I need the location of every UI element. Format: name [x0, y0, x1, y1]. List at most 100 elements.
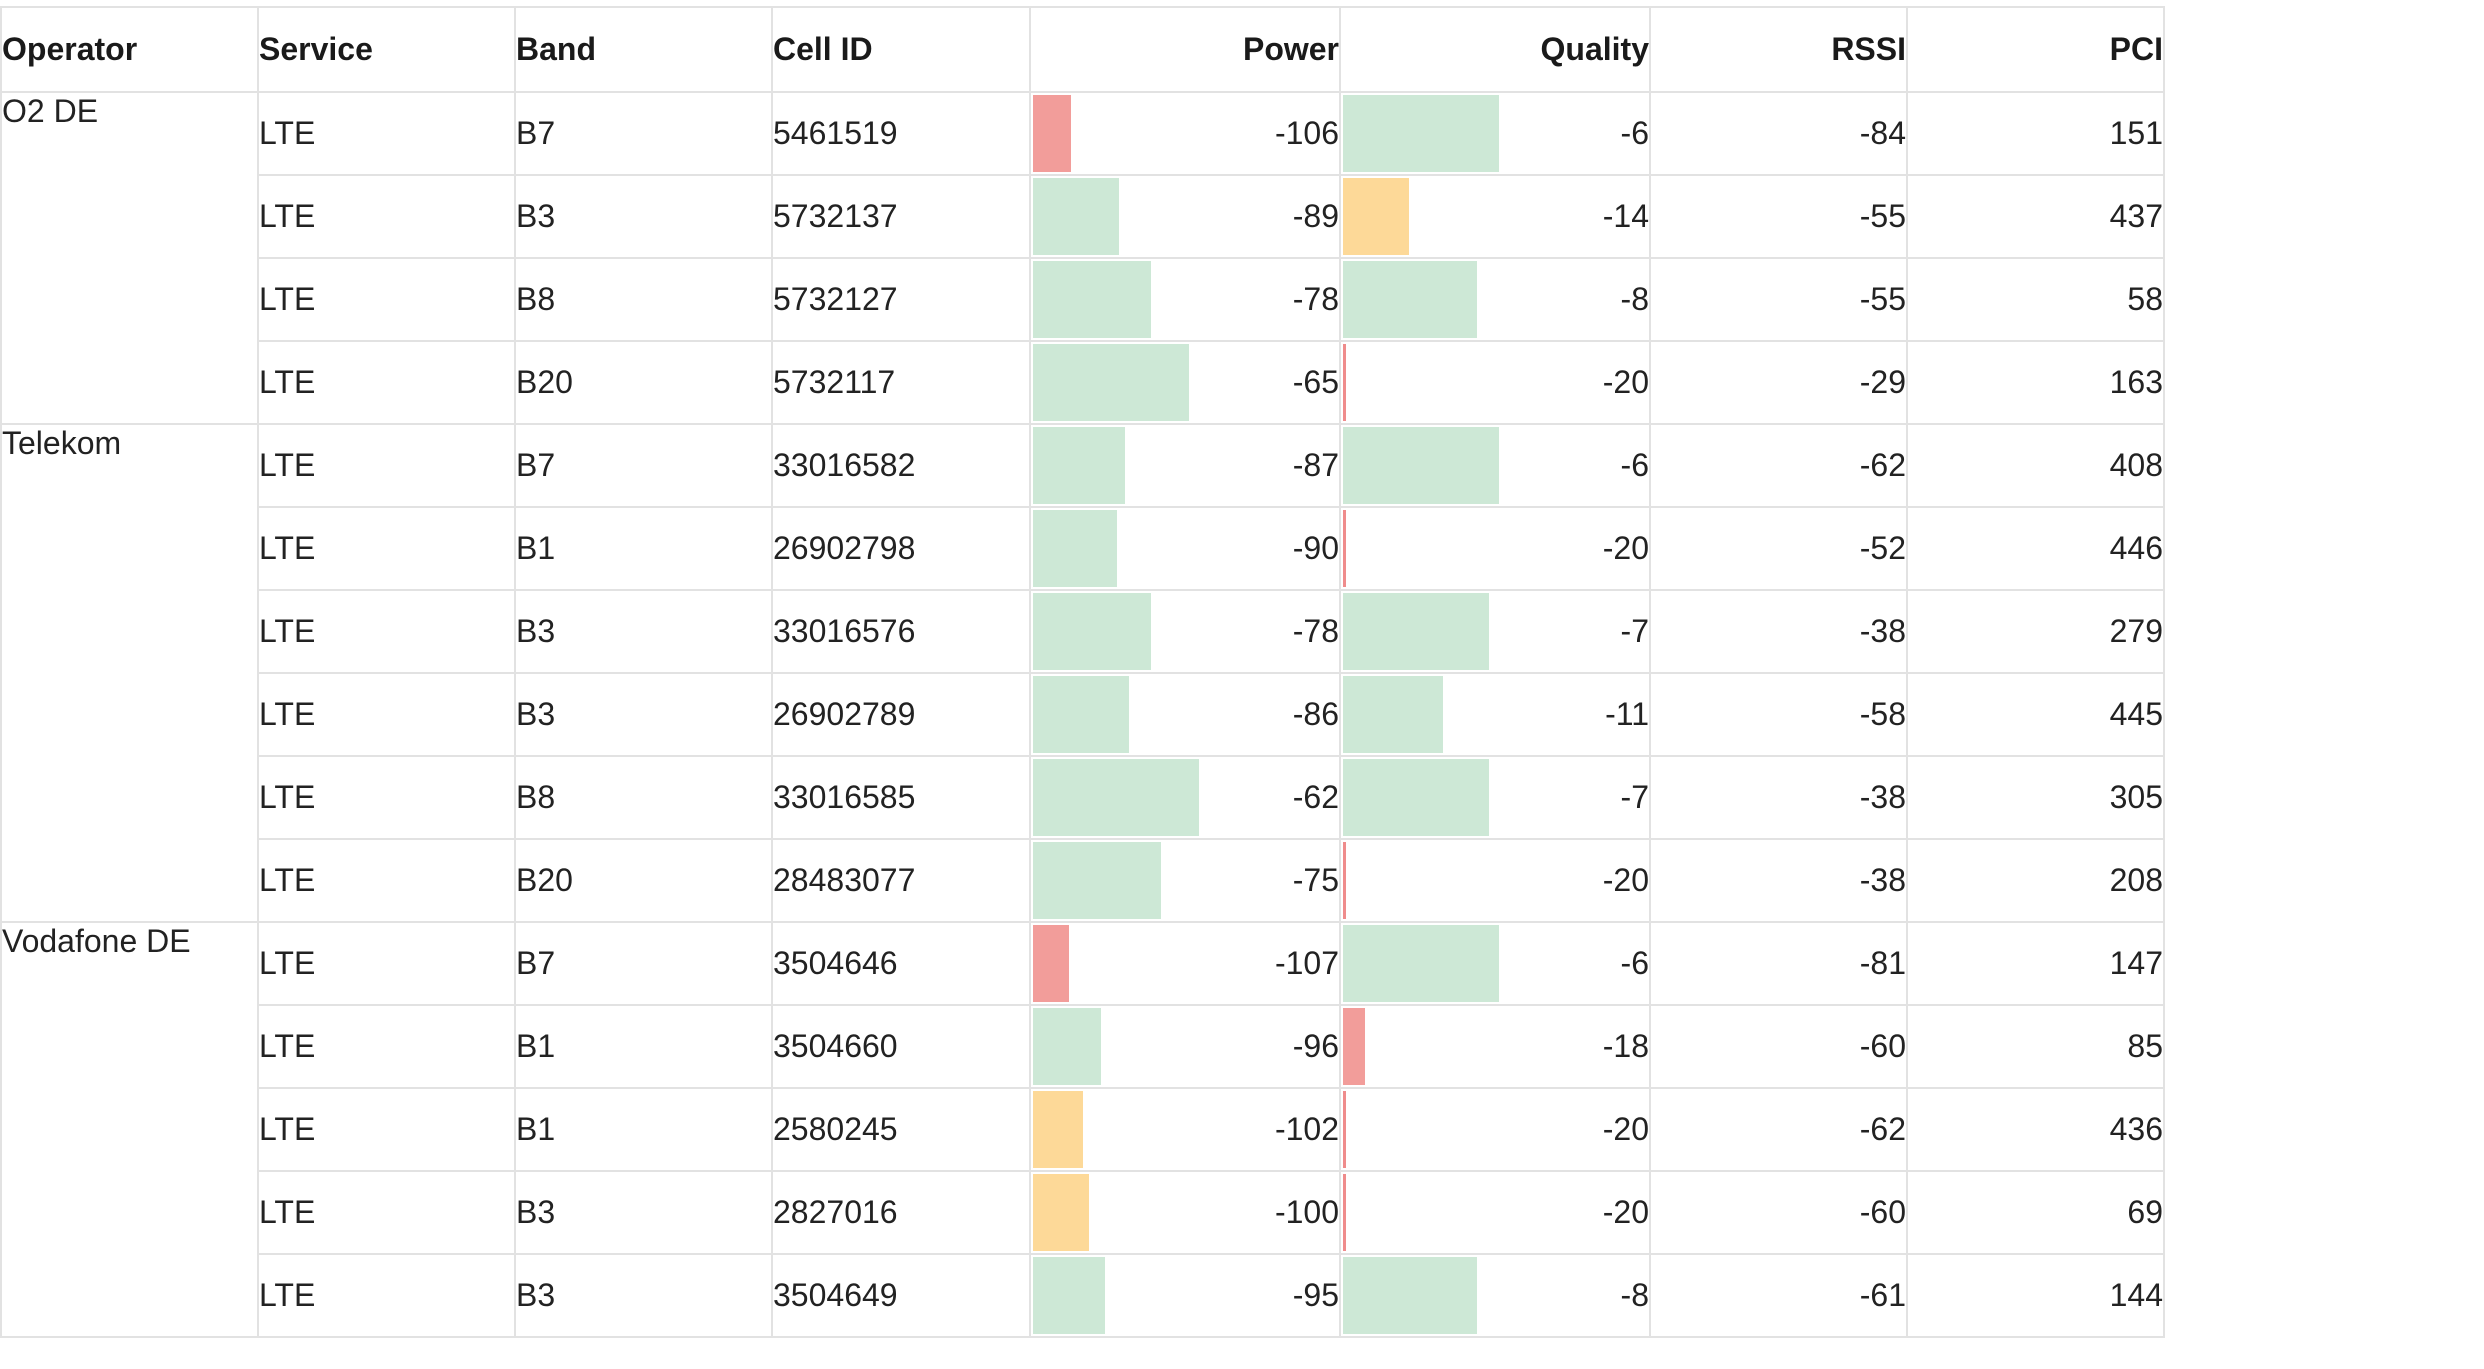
column-header-service[interactable]: Service: [257, 6, 516, 93]
power-cell: -89: [1029, 174, 1341, 259]
table-row[interactable]: LTE B20 5732117 -65 -20 -29 163: [1, 340, 2165, 425]
service-cell: LTE: [257, 506, 516, 591]
quality-cell-value: -7: [1620, 613, 1649, 649]
column-header-quality[interactable]: Quality: [1339, 6, 1651, 93]
power-cell: -107: [1029, 921, 1341, 1006]
quality-cell-value: -7: [1620, 779, 1649, 815]
service-cell: LTE: [257, 672, 516, 757]
cell-id-cell: 3504646: [771, 921, 1031, 1006]
pci-cell: 69: [1906, 1170, 2165, 1255]
quality-cell-value: -20: [1602, 530, 1649, 566]
power-cell-value: -90: [1292, 530, 1339, 566]
column-header-cell-id[interactable]: Cell ID: [771, 6, 1031, 93]
cell-id-cell: 28483077: [771, 838, 1031, 923]
table-row[interactable]: LTE B3 26902789 -86 -11 -58 445: [1, 672, 2165, 757]
service-cell: LTE: [257, 838, 516, 923]
rssi-cell: -38: [1649, 838, 1908, 923]
power-cell-value: -65: [1292, 364, 1339, 400]
cell-id-cell: 5732137: [771, 174, 1031, 259]
power-cell: -102: [1029, 1087, 1341, 1172]
power-cell-bar: [1033, 676, 1129, 753]
table-row[interactable]: Telekom LTE B7 33016582 -87 -6 -62 408: [0, 423, 2165, 923]
table-row[interactable]: LTE B8 33016585 -62 -7 -38 305: [1, 755, 2165, 840]
column-header-operator[interactable]: Operator: [0, 6, 259, 93]
quality-cell-value: -20: [1602, 364, 1649, 400]
quality-cell-bar: [1343, 1091, 1346, 1168]
power-cell-bar: [1033, 261, 1151, 338]
pci-cell: 279: [1906, 589, 2165, 674]
service-cell: LTE: [257, 921, 516, 1006]
pci-cell: 446: [1906, 506, 2165, 591]
pci-cell: 305: [1906, 755, 2165, 840]
cell-id-cell: 26902798: [771, 506, 1031, 591]
service-cell: LTE: [257, 340, 516, 425]
column-header-band[interactable]: Band: [514, 6, 773, 93]
power-cell-value: -96: [1292, 1028, 1339, 1064]
power-cell: -96: [1029, 1004, 1341, 1089]
rssi-cell: -38: [1649, 589, 1908, 674]
power-cell-value: -78: [1292, 281, 1339, 317]
power-cell-value: -95: [1292, 1277, 1339, 1313]
quality-cell: -7: [1339, 755, 1651, 840]
table-row[interactable]: LTE B1 26902798 -90 -20 -52 446: [1, 506, 2165, 591]
operator-cell: Telekom: [0, 423, 259, 923]
band-cell: B1: [514, 1087, 773, 1172]
band-cell: B8: [514, 755, 773, 840]
cell-id-cell: 33016585: [771, 755, 1031, 840]
service-cell: LTE: [257, 755, 516, 840]
power-cell: -90: [1029, 506, 1341, 591]
table-row[interactable]: LTE B3 5732137 -89 -14 -55 437: [1, 174, 2165, 259]
quality-cell: -20: [1339, 838, 1651, 923]
table-row[interactable]: LTE B3 2827016 -100 -20 -60 69: [1, 1170, 2165, 1255]
cell-id-cell: 5732117: [771, 340, 1031, 425]
quality-cell: -20: [1339, 340, 1651, 425]
rssi-cell: -58: [1649, 672, 1908, 757]
power-cell-bar: [1033, 178, 1119, 255]
power-cell-bar: [1033, 1008, 1101, 1085]
power-cell-bar: [1033, 344, 1189, 421]
quality-cell-bar: [1343, 593, 1489, 670]
column-header-pci[interactable]: PCI: [1906, 6, 2165, 93]
quality-cell: -11: [1339, 672, 1651, 757]
quality-cell-bar: [1343, 1257, 1477, 1334]
pci-cell: 58: [1906, 257, 2165, 342]
quality-cell-bar: [1343, 676, 1443, 753]
quality-cell-value: -20: [1602, 862, 1649, 898]
quality-cell-value: -20: [1602, 1111, 1649, 1147]
table-row[interactable]: LTE B8 5732127 -78 -8 -55 58: [1, 257, 2165, 342]
service-cell: LTE: [257, 1087, 516, 1172]
pci-cell: 208: [1906, 838, 2165, 923]
quality-cell-bar: [1343, 842, 1346, 919]
quality-cell: -14: [1339, 174, 1651, 259]
pci-cell: 445: [1906, 672, 2165, 757]
band-cell: B1: [514, 1004, 773, 1089]
band-cell: B3: [514, 672, 773, 757]
rssi-cell: -60: [1649, 1170, 1908, 1255]
service-cell: LTE: [257, 423, 516, 508]
band-cell: B7: [514, 921, 773, 1006]
service-cell: LTE: [257, 1170, 516, 1255]
band-cell: B8: [514, 257, 773, 342]
quality-cell-bar: [1343, 510, 1346, 587]
table-row[interactable]: LTE B20 28483077 -75 -20 -38 208: [1, 838, 2165, 923]
power-cell-value: -89: [1292, 198, 1339, 234]
quality-cell: -8: [1339, 1253, 1651, 1338]
power-cell: -62: [1029, 755, 1341, 840]
power-cell-bar: [1033, 593, 1151, 670]
column-header-rssi[interactable]: RSSI: [1649, 6, 1908, 93]
quality-cell-bar: [1343, 925, 1499, 1002]
power-cell: -75: [1029, 838, 1341, 923]
table-row[interactable]: LTE B1 2580245 -102 -20 -62 436: [1, 1087, 2165, 1172]
quality-cell-value: -8: [1620, 281, 1649, 317]
quality-cell-bar: [1343, 1008, 1365, 1085]
table-row[interactable]: LTE B3 3504649 -95 -8 -61 144: [1, 1253, 2165, 1338]
table-row[interactable]: O2 DE LTE B7 5461519 -106 -6 -84 151: [0, 91, 2165, 425]
column-header-power[interactable]: Power: [1029, 6, 1341, 93]
pci-cell: 85: [1906, 1004, 2165, 1089]
band-cell: B1: [514, 506, 773, 591]
table-row[interactable]: LTE B1 3504660 -96 -18 -60 85: [1, 1004, 2165, 1089]
table-row[interactable]: LTE B3 33016576 -78 -7 -38 279: [1, 589, 2165, 674]
table-row[interactable]: Vodafone DE LTE B7 3504646 -107 -6 -81 147: [0, 921, 2165, 1338]
cell-id-cell: 33016582: [771, 423, 1031, 508]
service-cell: LTE: [257, 1004, 516, 1089]
